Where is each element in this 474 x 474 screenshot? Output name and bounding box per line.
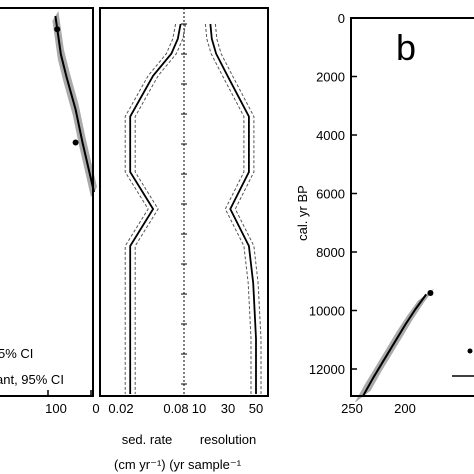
- legend-entry-a-1: ant, 95% CI: [0, 372, 64, 387]
- panel-b: b 0 2000 4000 6000 8000 10000 12000 cal. yr BP…: [295, 11, 474, 416]
- y-tick-label-b-3: 6000: [316, 187, 345, 202]
- ci-band-b-shape: [354, 288, 435, 403]
- data-point-b-0: [427, 289, 434, 296]
- x-label-resolution: resolution: [200, 432, 256, 447]
- panel-a: 100 0 5% CI ant, 95% CI: [0, 7, 100, 416]
- y-tick-label-b-0: 0: [338, 11, 345, 26]
- x-tick-label-b-0: 250: [341, 401, 363, 416]
- legend-point-b: [467, 348, 473, 354]
- series-line-b: [361, 293, 428, 398]
- age-model-line-b: [361, 293, 428, 398]
- resolution-ci-low: [204, 23, 252, 394]
- x-tick-label-m-0: 0.02: [108, 401, 133, 416]
- y-tick-label-b-2: 4000: [316, 128, 345, 143]
- plot-frame-b: [350, 17, 474, 397]
- y-tick-label-b-4: 8000: [316, 245, 345, 260]
- center-axis-ticks: [181, 23, 187, 385]
- sed-rate-ci-low: [124, 23, 177, 394]
- y-axis-b: 0 2000 4000 6000 8000 10000 12000: [309, 11, 357, 377]
- y-tick-label-b-6: 12000: [309, 362, 345, 377]
- x-tick-label-m-3: 30: [221, 401, 235, 416]
- x-axis-middle: 0.02 0.08 10 30 50: [108, 401, 263, 416]
- data-point-a-0: [72, 139, 79, 146]
- x-axis-a: 100 0: [45, 390, 100, 416]
- x-tick-label-m-2: 10: [192, 401, 206, 416]
- legend-a: 5% CI ant, 95% CI: [0, 346, 64, 387]
- y-tick-label-b-1: 2000: [316, 70, 345, 85]
- x-tick-label-m-4: 50: [249, 401, 263, 416]
- x-label-sed-rate: sed. rate: [122, 432, 173, 447]
- sed-rate-ci-high: [134, 23, 187, 394]
- panel-middle: 0.02 0.08 10 30 50 sed. rate resolution …: [99, 7, 269, 472]
- panel-label-b: b: [396, 27, 416, 68]
- x-tick-label-m-1: 0.08: [163, 401, 188, 416]
- curves-middle: [124, 23, 262, 394]
- resolution-line: [209, 23, 257, 394]
- points-a: [54, 26, 79, 146]
- ci-band-b: [354, 288, 435, 403]
- x-axis-b: 250 200: [341, 401, 416, 416]
- sed-rate-line: [129, 23, 182, 394]
- series-line-a: [54, 15, 95, 193]
- legend-entry-a-0: 5% CI: [0, 346, 33, 361]
- x-label-units: (cm yr⁻¹) (yr sample⁻¹: [114, 457, 242, 472]
- y-axis-label-b: cal. yr BP: [295, 185, 310, 241]
- x-tick-label-b-1: 200: [394, 401, 416, 416]
- y-tick-label-b-5: 10000: [309, 304, 345, 319]
- age-model-line-a: [54, 15, 95, 193]
- x-tick-label-a-1: 0: [92, 401, 99, 416]
- resolution-ci-high: [214, 23, 262, 394]
- x-tick-label-a-0: 100: [45, 401, 67, 416]
- data-point-a-1: [54, 26, 61, 33]
- x-axis-label-middle: sed. rate resolution (cm yr⁻¹) (yr sampl…: [114, 432, 256, 472]
- points-b: [427, 289, 434, 296]
- plot-frame-a: [0, 7, 94, 397]
